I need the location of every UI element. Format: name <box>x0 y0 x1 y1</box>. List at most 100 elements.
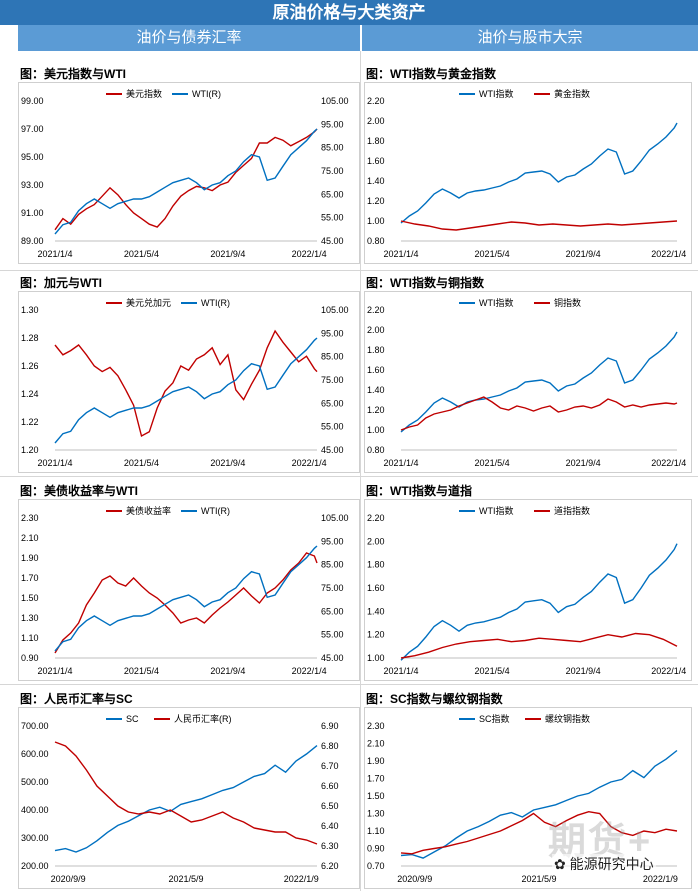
y-tick-label-left: 89.00 <box>21 236 44 246</box>
x-tick-label: 2021/5/9 <box>521 874 556 884</box>
y-tick-label-left: 1.26 <box>21 361 39 371</box>
chart-panel-gold: 0.80 1.00 1.20 1.40 1.60 1.80 2.00 2.20 2021/1/4… <box>364 82 692 264</box>
x-tick-label: 2021/5/4 <box>475 249 510 259</box>
chart-title-cad: 图：加元与WTI <box>20 276 102 290</box>
y-tick-label-left: 1.80 <box>367 560 385 570</box>
y-tick-label-right: 45.00 <box>321 445 344 455</box>
x-tick-label: 2021/9/4 <box>210 666 245 676</box>
y-tick-label-right: 55.00 <box>321 213 344 223</box>
y-tick-label-left: 1.00 <box>367 425 385 435</box>
chart-panel-rmb: 200.00 300.00 400.00 500.00 600.00 700.00 6.20… <box>18 707 360 889</box>
legend-label-1: WTI(R) <box>201 298 230 308</box>
y-tick-label-left: 2.00 <box>367 325 385 335</box>
x-tick-label: 2020/9/9 <box>51 874 86 884</box>
chart-panel-ust: 0.90 1.10 1.30 1.50 1.70 1.90 2.10 2.30 45.00 55.… <box>18 499 360 681</box>
y-tick-label-left: 2.10 <box>21 533 39 543</box>
x-tick-label: 2021/5/4 <box>124 666 159 676</box>
y-tick-label-left: 2.30 <box>367 721 385 731</box>
y-tick-label-right: 6.90 <box>321 721 339 731</box>
y-tick-label-left: 400.00 <box>21 805 49 815</box>
legend-label-1: 黄金指数 <box>554 88 590 99</box>
x-tick-label: 2021/5/4 <box>475 666 510 676</box>
y-tick-label-left: 500.00 <box>21 777 49 787</box>
chart-copper: 0.80 1.00 1.20 1.40 1.60 1.80 2.00 2.20 2021/1/4… <box>367 297 686 468</box>
series-line-1 <box>54 337 318 444</box>
series-line-1 <box>400 810 678 855</box>
chart-panel-copper: 0.80 1.00 1.20 1.40 1.60 1.80 2.00 2.20 2021/1/4… <box>364 291 692 473</box>
legend-label-0: 美元指数 <box>126 88 162 99</box>
y-tick-label-right: 85.00 <box>321 143 344 153</box>
y-tick-label-left: 300.00 <box>21 833 49 843</box>
y-tick-label-right: 6.30 <box>321 841 339 851</box>
chart-title-rmb: 图：人民币汇率与SC <box>20 692 133 706</box>
y-tick-label-left: 1.30 <box>367 809 385 819</box>
x-tick-label: 2022/1/4 <box>651 249 686 259</box>
legend-label-0: SC指数 <box>479 713 510 724</box>
y-tick-label-left: 1.22 <box>21 417 39 427</box>
y-tick-label-right: 95.00 <box>321 119 344 129</box>
x-tick-label: 2022/1/4 <box>292 666 327 676</box>
series-line-0 <box>400 122 678 224</box>
legend-label-1: 道指指数 <box>554 505 590 516</box>
y-tick-label-left: 2.30 <box>21 513 39 523</box>
legend-label-1: 人民币汇率(R) <box>174 713 232 724</box>
y-tick-label-left: 2.10 <box>367 739 385 749</box>
y-tick-label-left: 1.30 <box>21 305 39 315</box>
series-line-1 <box>54 741 318 845</box>
chart-panel-dow: 1.00 1.20 1.40 1.60 1.80 2.00 2.20 2021/1/4 2021… <box>364 499 692 681</box>
x-tick-label: 2021/9/4 <box>210 249 245 259</box>
series-line-1 <box>54 545 318 652</box>
y-tick-label-left: 2.00 <box>367 536 385 546</box>
y-tick-label-left: 1.60 <box>367 583 385 593</box>
series-line-1 <box>400 396 678 431</box>
y-tick-label-left: 2.20 <box>367 513 385 523</box>
x-tick-label: 2021/5/4 <box>124 458 159 468</box>
y-tick-label-left: 700.00 <box>21 721 49 731</box>
y-tick-label-left: 1.10 <box>21 633 39 643</box>
y-tick-label-right: 75.00 <box>321 375 344 385</box>
legend-label-1: 铜指数 <box>554 297 581 308</box>
legend-label-1: 螺纹钢指数 <box>545 713 590 724</box>
x-tick-label: 2021/9/4 <box>210 458 245 468</box>
x-tick-label: 2021/1/4 <box>383 458 418 468</box>
series-line-0 <box>54 128 318 231</box>
legend-label-0: WTI指数 <box>479 297 514 308</box>
legend-label-0: SC <box>126 714 139 724</box>
y-tick-label-left: 1.40 <box>367 176 385 186</box>
y-tick-label-left: 1.70 <box>367 774 385 784</box>
x-tick-label: 2022/1/9 <box>643 874 678 884</box>
wechat-account-name: 能源研究中心 <box>569 856 654 872</box>
y-tick-label-left: 1.40 <box>367 606 385 616</box>
y-tick-label-right: 45.00 <box>321 653 344 663</box>
y-tick-label-left: 1.60 <box>367 365 385 375</box>
y-tick-label-right: 6.80 <box>321 741 339 751</box>
y-tick-label-left: 1.60 <box>367 156 385 166</box>
y-tick-label-left: 99.00 <box>21 96 44 106</box>
y-tick-label-right: 45.00 <box>321 236 344 246</box>
series-line-0 <box>400 331 678 433</box>
y-tick-label-left: 2.20 <box>367 96 385 106</box>
x-tick-label: 2021/9/4 <box>566 458 601 468</box>
y-tick-label-right: 55.00 <box>321 630 344 640</box>
y-tick-label-right: 95.00 <box>321 536 344 546</box>
x-tick-label: 2021/9/4 <box>566 249 601 259</box>
chart-title-rebar: 图：SC指数与螺纹钢指数 <box>366 692 503 706</box>
chart-title-copper: 图：WTI指数与铜指数 <box>366 276 484 290</box>
y-tick-label-left: 2.20 <box>367 305 385 315</box>
x-tick-label: 2022/1/4 <box>292 249 327 259</box>
y-tick-label-left: 1.90 <box>21 553 39 563</box>
legend-label-1: WTI(R) <box>192 89 221 99</box>
series-line-0 <box>400 543 678 661</box>
x-tick-label: 2021/9/4 <box>566 666 601 676</box>
y-tick-label-right: 65.00 <box>321 606 344 616</box>
chart-dow: 1.00 1.20 1.40 1.60 1.80 2.00 2.20 2021/1/4 2021… <box>367 505 686 676</box>
y-tick-label-left: 1.20 <box>367 630 385 640</box>
y-tick-label-right: 6.20 <box>321 861 339 871</box>
chart-rmb: 200.00 300.00 400.00 500.00 600.00 700.00 6.20… <box>21 713 339 884</box>
row-divider <box>0 476 698 477</box>
y-tick-label-right: 105.00 <box>321 305 349 315</box>
wechat-icon: ✿ <box>554 856 570 872</box>
y-tick-label-left: 200.00 <box>21 861 49 871</box>
y-tick-label-right: 65.00 <box>321 189 344 199</box>
y-tick-label-left: 1.20 <box>367 196 385 206</box>
